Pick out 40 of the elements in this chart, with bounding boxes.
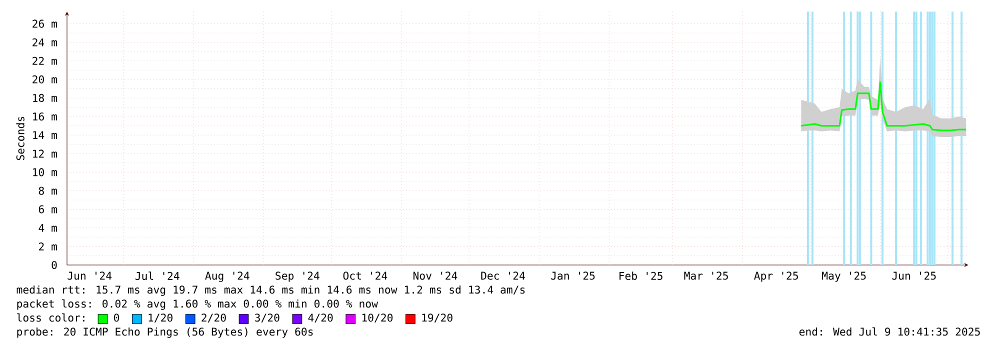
y-tick-label: 20 m <box>32 75 57 84</box>
x-tick-label: Jan '25 <box>551 272 595 280</box>
legend-label: 4/20 <box>308 314 333 323</box>
legend-label: 10/20 <box>362 314 393 323</box>
legend-label: 19/20 <box>422 314 452 323</box>
text: end: Wed Jul 9 10:41:35 2025 <box>799 327 980 336</box>
y-tick-label: 0 <box>52 260 57 270</box>
y-tick-label: 26 m <box>32 20 57 28</box>
x-tick-label: Dec '24 <box>481 272 525 280</box>
x-tick-label: Jun '24 <box>68 272 112 280</box>
x-tick-label: Sep '24 <box>276 272 320 282</box>
y-tick-label: 6 m <box>38 205 57 214</box>
legend-label: 2/20 <box>202 314 226 323</box>
y-tick-label: 24 m <box>32 38 57 46</box>
y-tick-label: 10 m <box>33 168 57 176</box>
y-tick-label: 14 m <box>33 131 57 139</box>
legend-label: 3/20 <box>255 314 280 323</box>
x-tick-label: Aug '24 <box>205 272 250 282</box>
text: median rtt: 15.7 ms avg 19.7 ms max 14.6 ms min 14.6 ms now 1.2 ms sd 13.4 am/s <box>16 285 525 296</box>
x-tick-label: Oct '24 <box>343 272 388 280</box>
y-tick-label: 12 m <box>33 150 57 158</box>
x-tick-label: May '25 <box>822 272 866 282</box>
y-tick-label: 16 m <box>33 112 57 121</box>
x-tick-label: Nov '24 <box>413 272 458 280</box>
y-axis-title: Seconds <box>16 116 24 160</box>
legend-title: loss color: <box>17 313 84 322</box>
y-tick-label: 22 m <box>32 56 57 65</box>
y-tick-label: 18 m <box>33 94 57 102</box>
x-tick-label: Jun '25 <box>892 272 936 280</box>
x-tick-label: Feb '25 <box>620 272 662 280</box>
y-tick-label: 2 m <box>39 242 57 250</box>
x-tick-label: Jul '24 <box>135 272 180 280</box>
y-tick-label: 4 m <box>38 224 57 232</box>
text: packet loss: 0.02 % avg 1.60 % max 0.00 % min 0.00 % now <box>17 299 378 310</box>
x-tick-label: Apr '25 <box>754 272 798 282</box>
y-tick-label: 8 m <box>38 186 57 195</box>
legend-label: 0 <box>114 314 120 322</box>
text: probe: 20 ICMP Echo Pings (56 Bytes) every 60s <box>17 327 313 338</box>
legend-label: 1/20 <box>148 314 172 323</box>
x-tick-label: Mar '25 <box>684 272 728 280</box>
